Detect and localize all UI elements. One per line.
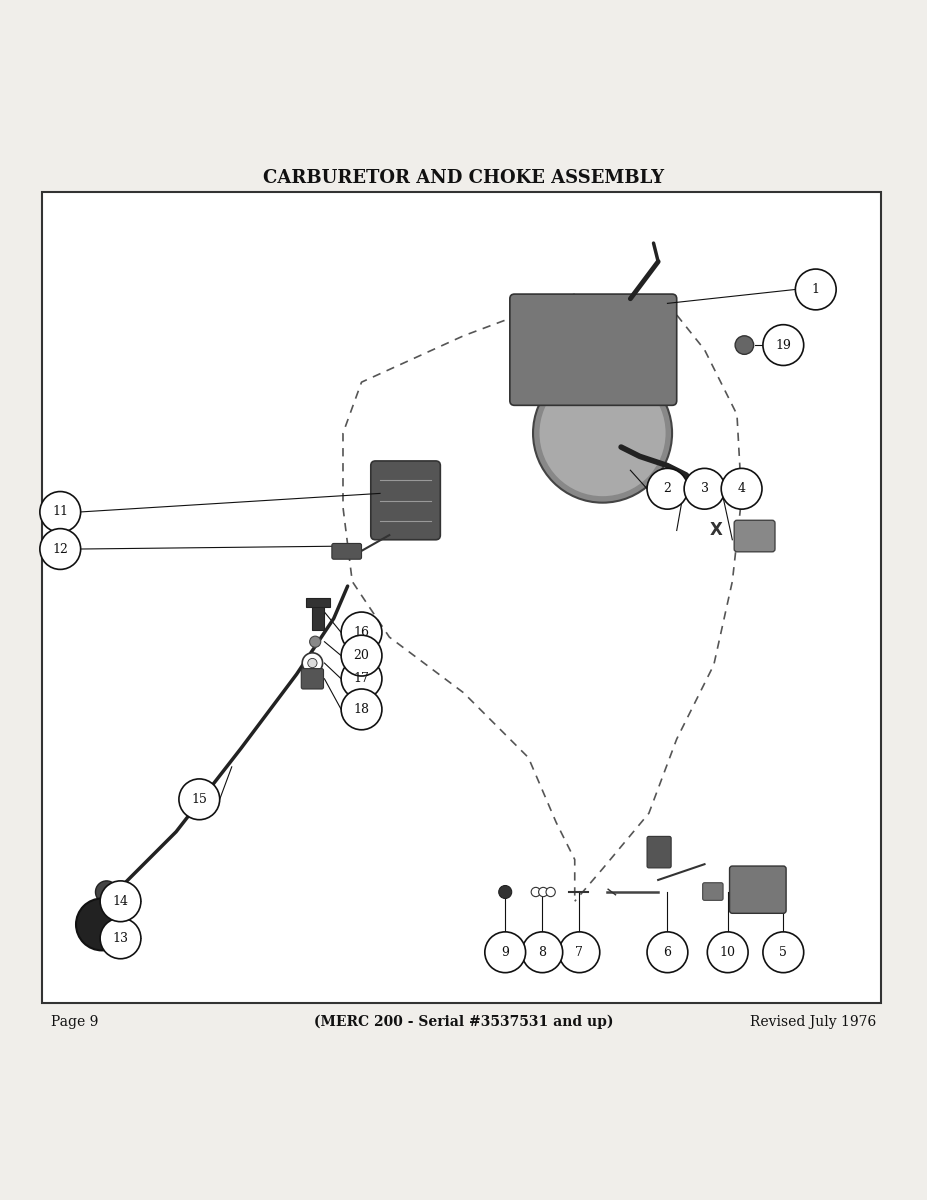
Circle shape xyxy=(647,468,688,509)
Circle shape xyxy=(499,886,512,899)
Circle shape xyxy=(100,881,141,922)
Circle shape xyxy=(40,529,81,570)
FancyBboxPatch shape xyxy=(42,192,881,1003)
Text: 3: 3 xyxy=(701,482,708,496)
FancyBboxPatch shape xyxy=(301,668,324,689)
Text: (MERC 200 - Serial #3537531 and up): (MERC 200 - Serial #3537531 and up) xyxy=(313,1014,614,1028)
Text: 8: 8 xyxy=(539,946,546,959)
Text: 10: 10 xyxy=(719,946,736,959)
Circle shape xyxy=(341,689,382,730)
Circle shape xyxy=(179,779,220,820)
FancyBboxPatch shape xyxy=(332,544,362,559)
Text: 2: 2 xyxy=(664,482,671,496)
FancyBboxPatch shape xyxy=(510,294,677,406)
Circle shape xyxy=(95,881,118,904)
Text: 15: 15 xyxy=(191,793,208,806)
Text: 18: 18 xyxy=(353,703,370,716)
Text: 5: 5 xyxy=(780,946,787,959)
Circle shape xyxy=(100,918,141,959)
Text: 16: 16 xyxy=(353,626,370,638)
Circle shape xyxy=(721,468,762,509)
Text: 17: 17 xyxy=(353,672,370,685)
Circle shape xyxy=(341,635,382,676)
Circle shape xyxy=(76,899,128,950)
FancyBboxPatch shape xyxy=(306,598,330,607)
FancyBboxPatch shape xyxy=(312,604,324,630)
Text: X: X xyxy=(710,521,723,539)
FancyBboxPatch shape xyxy=(730,866,786,913)
Circle shape xyxy=(559,932,600,973)
Circle shape xyxy=(522,932,563,973)
Text: Page 9: Page 9 xyxy=(51,1015,98,1028)
Circle shape xyxy=(735,336,754,354)
Text: Revised July 1976: Revised July 1976 xyxy=(750,1015,876,1028)
Circle shape xyxy=(763,932,804,973)
Circle shape xyxy=(310,636,321,647)
FancyBboxPatch shape xyxy=(734,521,775,552)
Text: 19: 19 xyxy=(775,338,792,352)
Text: 13: 13 xyxy=(112,932,129,944)
Circle shape xyxy=(531,887,540,896)
Circle shape xyxy=(308,659,317,667)
Text: 1: 1 xyxy=(812,283,819,296)
Circle shape xyxy=(540,370,666,496)
Text: 20: 20 xyxy=(353,649,370,662)
Circle shape xyxy=(647,932,688,973)
Circle shape xyxy=(485,932,526,973)
FancyBboxPatch shape xyxy=(647,836,671,868)
Circle shape xyxy=(546,887,555,896)
Text: 12: 12 xyxy=(52,542,69,556)
Text: CARBURETOR AND CHOKE ASSEMBLY: CARBURETOR AND CHOKE ASSEMBLY xyxy=(263,169,664,187)
Circle shape xyxy=(684,468,725,509)
Circle shape xyxy=(341,612,382,653)
Circle shape xyxy=(40,492,81,533)
Circle shape xyxy=(795,269,836,310)
Circle shape xyxy=(302,653,323,673)
Text: 6: 6 xyxy=(664,946,671,959)
Circle shape xyxy=(533,364,672,503)
Circle shape xyxy=(341,659,382,700)
Text: 11: 11 xyxy=(52,505,69,518)
FancyBboxPatch shape xyxy=(703,883,723,900)
FancyBboxPatch shape xyxy=(371,461,440,540)
Text: 7: 7 xyxy=(576,946,583,959)
Circle shape xyxy=(539,887,548,896)
Text: 14: 14 xyxy=(112,895,129,907)
Text: 4: 4 xyxy=(738,482,745,496)
Circle shape xyxy=(707,932,748,973)
Circle shape xyxy=(763,325,804,366)
Text: 9: 9 xyxy=(502,946,509,959)
